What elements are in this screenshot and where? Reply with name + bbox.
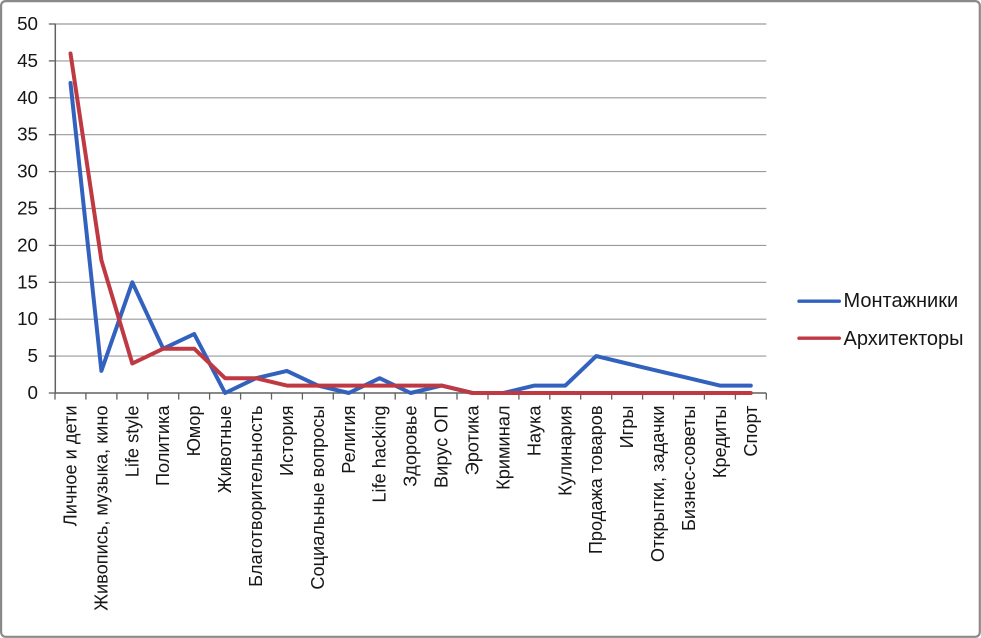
svg-text:Кулинария: Кулинария xyxy=(555,406,575,496)
svg-text:30: 30 xyxy=(17,161,38,182)
svg-text:0: 0 xyxy=(28,382,38,403)
svg-text:35: 35 xyxy=(17,124,38,145)
svg-text:5: 5 xyxy=(28,345,38,366)
svg-text:Эротика: Эротика xyxy=(463,405,483,476)
svg-text:Вирус ОП: Вирус ОП xyxy=(432,406,452,488)
svg-text:Бизнес-советы: Бизнес-советы xyxy=(679,406,699,532)
svg-text:Life style: Life style xyxy=(122,406,142,478)
svg-text:Социальные вопросы: Социальные вопросы xyxy=(308,406,328,590)
svg-text:Юмор: Юмор xyxy=(184,406,204,457)
svg-text:Спорт: Спорт xyxy=(741,405,761,457)
svg-text:Живопись, музыка, кино: Живопись, музыка, кино xyxy=(91,406,111,611)
svg-text:Криминал: Криминал xyxy=(493,406,513,490)
svg-text:Личное и дети: Личное и дети xyxy=(61,406,81,527)
svg-text:20: 20 xyxy=(17,234,38,255)
svg-text:Продажа товаров: Продажа товаров xyxy=(586,406,606,555)
svg-text:Открытки, задачки: Открытки, задачки xyxy=(648,406,668,563)
svg-text:Благотворительность: Благотворительность xyxy=(246,406,266,587)
svg-text:Религия: Религия xyxy=(339,406,359,474)
svg-text:15: 15 xyxy=(17,271,38,292)
svg-text:40: 40 xyxy=(17,87,38,108)
svg-text:Наука: Наука xyxy=(524,405,544,456)
svg-text:Политика: Политика xyxy=(153,405,173,486)
svg-text:Здоровье: Здоровье xyxy=(401,406,421,487)
svg-text:Животные: Животные xyxy=(215,406,235,494)
svg-text:Архитекторы: Архитекторы xyxy=(844,328,964,350)
svg-text:Игры: Игры xyxy=(617,406,637,449)
svg-text:История: История xyxy=(277,406,297,477)
svg-text:50: 50 xyxy=(17,13,38,34)
svg-text:Монтажники: Монтажники xyxy=(844,290,959,312)
svg-text:10: 10 xyxy=(17,308,38,329)
svg-text:Кредиты: Кредиты xyxy=(710,406,730,479)
svg-text:25: 25 xyxy=(17,198,38,219)
svg-text:45: 45 xyxy=(17,50,38,71)
svg-text:Life hacking: Life hacking xyxy=(370,406,390,503)
